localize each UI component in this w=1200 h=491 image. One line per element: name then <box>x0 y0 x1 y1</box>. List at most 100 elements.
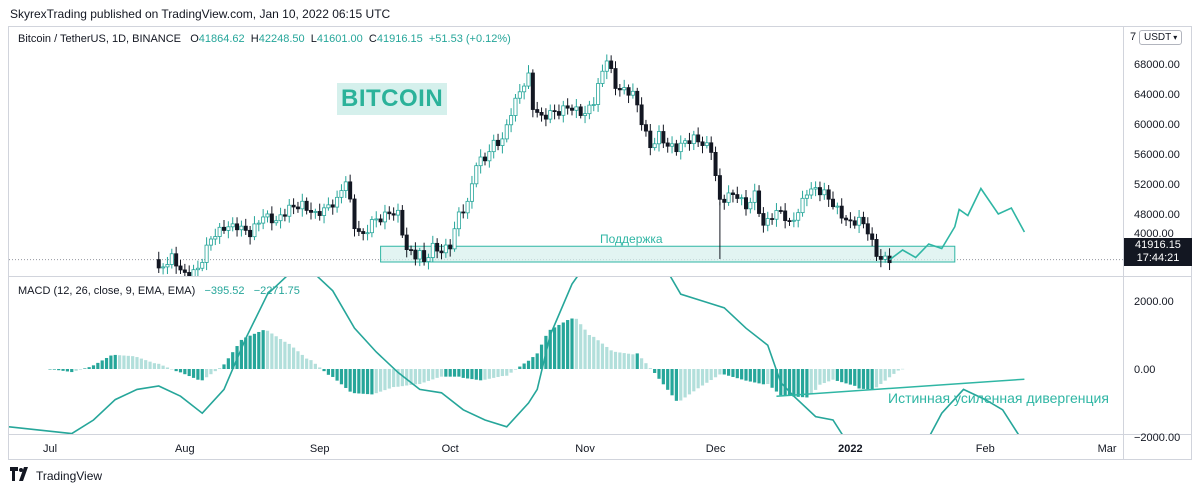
candle-body <box>574 106 579 111</box>
candle-body <box>648 130 653 149</box>
macd-hist-bar <box>766 369 770 384</box>
divergence-label[interactable]: Истинная усиленная дивергенция <box>888 390 1109 406</box>
macd-hist-bar <box>887 369 892 378</box>
macd-hist-bar <box>278 339 283 369</box>
macd-hist-bar <box>848 369 852 385</box>
macd-hist-bar <box>91 365 96 369</box>
candle-body <box>709 142 714 153</box>
macd-hist-bar <box>814 369 818 390</box>
macd-hist-bar <box>244 337 248 369</box>
macd-hist-bar <box>774 369 779 392</box>
candle-body <box>661 131 666 144</box>
close-value: 41916.15 <box>376 33 423 45</box>
macd-hist-bar <box>753 369 757 383</box>
candle-body <box>156 259 161 269</box>
support-label[interactable]: Поддержка <box>600 232 663 246</box>
candle-body <box>561 105 566 116</box>
time-tick-label: Sep <box>310 443 330 455</box>
macd-hist-bar <box>74 369 78 371</box>
macd-hist-bar <box>413 369 417 385</box>
candle-body <box>213 236 218 240</box>
candle-body <box>683 140 688 144</box>
macd-hist-bar <box>191 369 196 378</box>
candle-body <box>626 87 631 96</box>
symbol-name[interactable]: Bitcoin / TetherUS, 1D, BINANCE <box>18 33 182 45</box>
candles-group <box>156 54 1026 276</box>
candle-body <box>657 131 662 145</box>
macd-tick-label: 2000.00 <box>1134 296 1174 308</box>
candle-body <box>282 214 287 217</box>
candle-body <box>187 272 192 276</box>
macd-hist-bar <box>452 369 457 377</box>
pane-divider[interactable] <box>8 276 1192 277</box>
candle-body <box>643 124 648 132</box>
candle-body <box>791 219 796 222</box>
macd-hist-bar <box>535 353 539 369</box>
candle-body <box>487 151 492 162</box>
candle-body <box>465 200 470 214</box>
tradingview-brand[interactable]: TradingView <box>10 467 102 484</box>
macd-hist-bar <box>83 368 87 369</box>
candle-body <box>748 201 753 210</box>
candle-body <box>195 267 200 271</box>
macd-hist-bar <box>113 354 117 369</box>
macd-hist-bar <box>827 369 831 382</box>
macd-hist-bar <box>539 344 544 369</box>
candle-body <box>713 151 718 176</box>
candle-body <box>400 209 405 236</box>
candle-body <box>352 198 357 230</box>
candle-body <box>248 229 253 238</box>
candle-body <box>335 196 340 208</box>
currency-selector[interactable]: USDT ▾ <box>1139 30 1183 45</box>
candle-body <box>409 249 414 252</box>
macd-hist-bar <box>122 355 126 369</box>
change-value: +51.53 (+0.12%) <box>428 33 511 45</box>
macd-hist-bar <box>152 363 156 369</box>
current-price: 41916.15 <box>1135 239 1181 251</box>
macd-hist-bar <box>587 335 591 369</box>
macd-hist-bar <box>657 369 661 379</box>
divergence-line-histogram <box>776 378 1025 397</box>
candle-body <box>796 212 801 221</box>
macd-hist-bar <box>570 318 574 369</box>
macd-hist-bar <box>287 343 291 369</box>
candle-body <box>674 143 679 153</box>
macd-hist-bar <box>187 369 191 377</box>
macd-hist-bar <box>653 369 657 373</box>
macd-value-2: −2271.75 <box>253 285 300 297</box>
candle-body <box>343 181 348 192</box>
candle-body <box>243 225 248 231</box>
candle-body <box>804 194 809 199</box>
candle-body <box>161 266 166 269</box>
macd-hist-bar <box>853 369 857 386</box>
macd-hist-bar <box>261 330 265 369</box>
candle-body <box>261 216 266 224</box>
macd-hist-bar <box>861 369 866 389</box>
macd-hist-bar <box>161 365 165 369</box>
macd-hist-bar <box>805 369 809 398</box>
candle-body <box>387 211 392 215</box>
candle-body <box>831 198 836 208</box>
macd-hist-bar <box>426 369 431 381</box>
candle-body <box>704 142 709 146</box>
macd-hist-bar <box>787 369 792 397</box>
macd-hist-bar <box>500 369 504 377</box>
macd-hist-bar <box>348 369 352 392</box>
candle-body <box>552 110 557 113</box>
macd-hist-bar <box>592 336 596 369</box>
candle-body <box>556 111 561 116</box>
macd-hist-bar <box>383 369 387 391</box>
candle-body <box>178 265 183 271</box>
candle-body <box>256 222 261 225</box>
macd-hist-bar <box>670 369 674 396</box>
macd-name[interactable]: MACD (12, 26, close, 9, EMA, EMA) <box>18 285 196 297</box>
candle-body <box>539 112 544 116</box>
bitcoin-annotation[interactable]: BITCOIN <box>337 83 448 115</box>
price-scale-divider <box>1123 26 1124 460</box>
macd-hist-bar <box>492 369 496 378</box>
candle-body <box>665 142 670 147</box>
macd-hist-bar <box>170 369 174 370</box>
candle-body <box>700 141 705 146</box>
macd-hist-bar <box>596 340 600 369</box>
